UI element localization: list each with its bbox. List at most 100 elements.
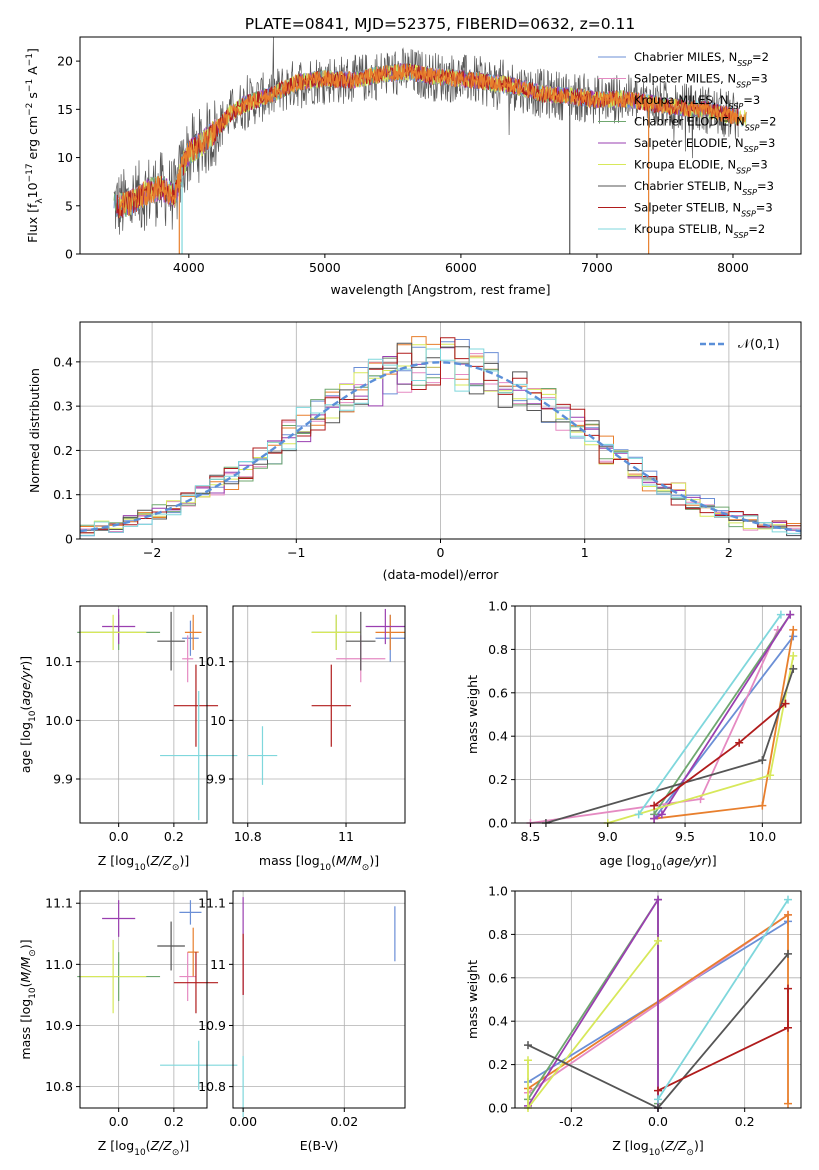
mass-weight-marker xyxy=(654,936,662,945)
label-part: )] xyxy=(179,1138,189,1153)
label-part: ( xyxy=(146,1138,151,1153)
label-part: 10 xyxy=(134,1148,146,1158)
label-part: )] xyxy=(707,853,717,868)
y-axis-label: mass weight xyxy=(465,675,480,754)
legend-label-tail: =3 xyxy=(756,201,773,215)
axes-frame xyxy=(79,36,802,255)
x-tick-label: 4000 xyxy=(173,260,205,275)
points-mass-vs-Z xyxy=(77,900,238,1090)
legend-label: Chabrier ELODIE, NSSP=2 xyxy=(634,115,776,133)
frame-mass-vs-Z: 0.0 0.2 10.8 10.9 11.0 11.1 xyxy=(45,890,208,1129)
x-tick-label: −1 xyxy=(287,545,305,560)
x-axis-label: (data-model)/error xyxy=(383,567,500,582)
frame-spectrum: 4000 5000 6000 7000 8000 0 5 10 15 20 xyxy=(57,36,802,275)
label-part: M/M xyxy=(18,956,33,982)
axes-frame xyxy=(232,605,406,824)
x-tick-label: 2 xyxy=(725,545,733,560)
y-tick-label: 0.4 xyxy=(488,729,508,744)
y-tick-label: 10.9 xyxy=(198,1018,226,1033)
label-part: )] xyxy=(18,939,33,949)
legend-label-sub: SSP xyxy=(741,209,756,218)
mass-weight-line-8 xyxy=(657,899,789,1100)
x-tick-label: 0.02 xyxy=(330,1114,358,1129)
mass-weight-marker xyxy=(650,814,659,823)
label-part: 10 xyxy=(134,863,146,873)
legend-label-sub: SSP xyxy=(736,80,751,89)
legend-label-sub: SSP xyxy=(745,123,760,132)
label-part: s xyxy=(25,92,40,103)
x-tick-label: 7000 xyxy=(581,260,613,275)
frame-residuals: −2 −1 0 1 2 0 0.1 0.2 0.3 0.4 xyxy=(53,321,802,560)
x-tick-label: 5000 xyxy=(309,260,341,275)
mass-weight-marker xyxy=(650,801,659,810)
y-tick-label: 1.0 xyxy=(488,884,508,899)
x-tick-label: 10.8 xyxy=(234,829,262,844)
y-tick-label: 10.8 xyxy=(198,1079,226,1094)
mass-weight-marker xyxy=(758,801,767,810)
label-part: Z/Z xyxy=(150,1138,173,1153)
x-tick-label: 9.5 xyxy=(675,829,695,844)
y-tick-label: 15 xyxy=(57,102,73,117)
legend-label: Kroupa STELIB, NSSP=2 xyxy=(634,222,765,240)
y-tick-label: 10.1 xyxy=(45,654,73,669)
legend-label-main: Salpeter STELIB, N xyxy=(634,201,741,215)
y-tick-label: 0.0 xyxy=(488,1101,508,1116)
mass-weight-marker xyxy=(735,738,744,747)
points-age-vs-Z xyxy=(77,608,238,821)
legend-label-main: Salpeter ELODIE, N xyxy=(634,136,744,150)
label-part: age/yr xyxy=(667,853,708,868)
x-tick-label: 0.2 xyxy=(735,1114,755,1129)
y-tick-label: 0.8 xyxy=(488,927,508,942)
x-tick-label: 9.0 xyxy=(598,829,618,844)
x-tick-label: −2 xyxy=(143,545,161,560)
legend-label-tail: =3 xyxy=(743,93,760,107)
axes-frame xyxy=(79,605,208,824)
y-tick-label: 0.8 xyxy=(488,642,508,657)
label-part: ( xyxy=(660,1138,665,1153)
legend-label-main: Chabrier STELIB, N xyxy=(634,179,742,193)
label-part: 10 xyxy=(651,863,663,873)
legend-label-main: Kroupa ELODIE, N xyxy=(634,158,736,172)
label-part: −2 xyxy=(25,103,35,116)
x-axis-label: wavelength [Angstrom, rest frame] xyxy=(330,282,550,297)
y-tick-label: 0.2 xyxy=(488,1057,508,1072)
legend-label-main: Kroupa STELIB, N xyxy=(634,222,734,236)
label-part: 10 xyxy=(25,182,40,198)
legend-label-main: Chabrier ELODIE, N xyxy=(634,115,745,129)
label-part: A xyxy=(25,66,40,79)
label-part: 10 xyxy=(320,863,332,873)
mass-weight-line-8 xyxy=(637,614,782,815)
y-axis-label: mass weight xyxy=(465,960,480,1039)
mass-weight-line-0 xyxy=(653,635,795,820)
label-part: ⊙ xyxy=(28,949,38,957)
legend-label: Salpeter STELIB, NSSP=3 xyxy=(634,201,773,219)
mass-weight-marker xyxy=(781,699,790,708)
y-tick-label: 20 xyxy=(57,54,73,69)
legend-label-main: Chabrier MILES, N xyxy=(634,50,737,64)
y-tick-label: 0.6 xyxy=(488,685,508,700)
x-tick-label: 0.00 xyxy=(229,1114,257,1129)
legend-label-sub: SSP xyxy=(736,166,751,175)
mass-weight-marker xyxy=(789,664,798,673)
label-part: ⊙ xyxy=(172,863,180,873)
legend-label-sub: SSP xyxy=(742,188,757,197)
histograms xyxy=(79,336,802,537)
mass-weight-marker xyxy=(784,910,792,919)
mass-weight-line-6 xyxy=(545,668,795,824)
label-part: −1 xyxy=(25,79,35,92)
label-part: Z [log xyxy=(98,853,134,868)
label-part: ⊙ xyxy=(686,1148,694,1158)
mass-weight-marker xyxy=(524,1041,532,1050)
label-part: ] xyxy=(25,48,40,53)
y-tick-label: 9.9 xyxy=(206,772,226,787)
legend-label-sub: SSP xyxy=(729,102,744,111)
mass-weight-marker xyxy=(634,810,643,819)
lines-mass-weight-vs-age xyxy=(526,610,798,827)
mass-weight-marker xyxy=(654,1086,662,1095)
label-part: ⊙ xyxy=(362,863,370,873)
label-part: ( xyxy=(331,853,336,868)
x-tick-label: 0.2 xyxy=(164,829,184,844)
mass-weight-marker xyxy=(789,651,798,660)
x-tick-label: 0.2 xyxy=(164,1114,184,1129)
